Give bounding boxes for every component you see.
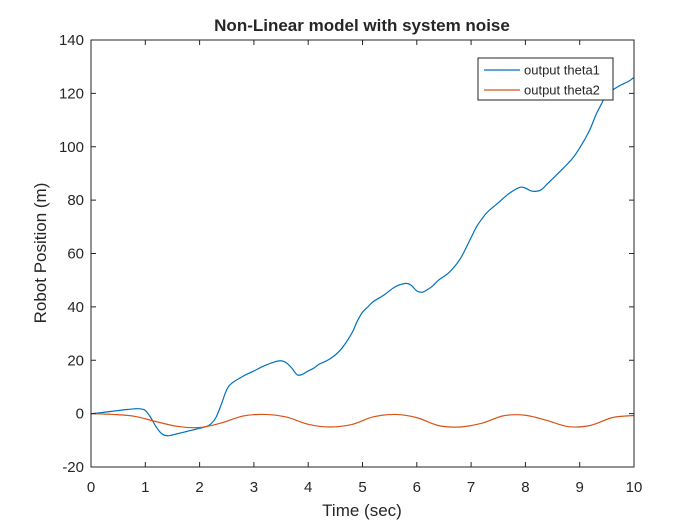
- y-tick-label: 40: [67, 299, 84, 316]
- x-tick-label: 0: [87, 479, 95, 496]
- series-layer: [91, 76, 634, 437]
- chart-title: Non-Linear model with system noise: [214, 16, 510, 35]
- y-tick-label: 20: [67, 352, 84, 369]
- x-tick-label: 1: [141, 479, 149, 496]
- legend-label-1: output theta1: [524, 63, 600, 78]
- x-tick-label: 2: [195, 479, 203, 496]
- legend: output theta1 output theta2: [477, 57, 614, 101]
- x-tick-label: 4: [304, 479, 312, 496]
- x-axis-label: Time (sec): [322, 501, 402, 520]
- y-tick-label: 80: [67, 192, 84, 209]
- legend-box: [477, 57, 614, 101]
- series-line-2: [91, 413, 634, 429]
- x-tick-label: 8: [521, 479, 529, 496]
- y-tick-label: 140: [59, 32, 84, 49]
- y-tick-label: 60: [67, 246, 84, 263]
- y-tick-label: -20: [62, 459, 84, 476]
- x-tick-label: 5: [358, 479, 366, 496]
- y-tick-label: 100: [59, 139, 84, 156]
- y-tick-label: 0: [76, 406, 84, 423]
- x-tick-label: 3: [250, 479, 258, 496]
- x-tick-label: 10: [626, 479, 643, 496]
- x-tick-label: 9: [576, 479, 584, 496]
- legend-label-2: output theta2: [524, 83, 600, 98]
- x-tick-label: 6: [413, 479, 421, 496]
- series-line-1: [91, 76, 634, 437]
- y-axis-label: Robot Position (m): [31, 183, 50, 324]
- plot-area-frame: [90, 39, 635, 468]
- y-tick-label: 120: [59, 85, 84, 102]
- x-tick-label: 7: [467, 479, 475, 496]
